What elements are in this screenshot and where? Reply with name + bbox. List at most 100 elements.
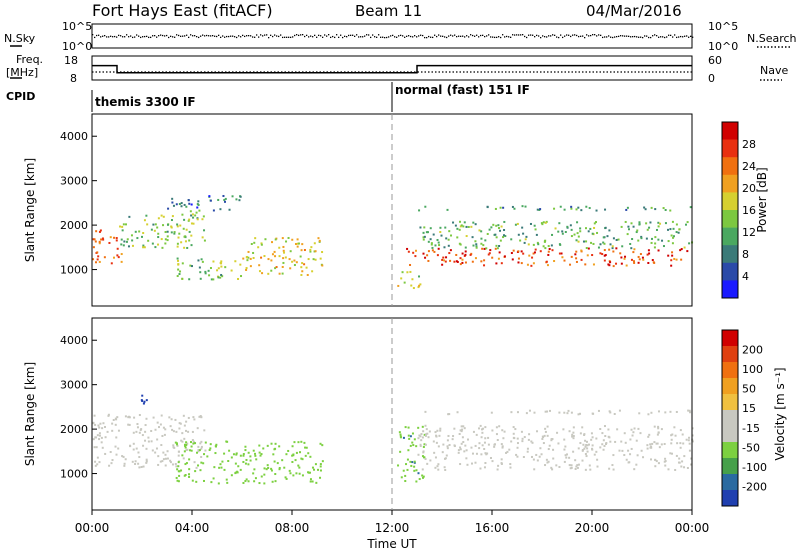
power-cell <box>640 235 643 238</box>
power-cell <box>179 224 182 227</box>
noise-point <box>266 34 268 36</box>
velocity-cell <box>407 449 410 452</box>
velocity-cell <box>642 456 645 459</box>
power-cell <box>474 240 477 243</box>
power-cell <box>500 225 503 228</box>
velocity-cell <box>242 454 245 457</box>
power-cell <box>651 259 654 262</box>
velocity-cell <box>101 427 104 430</box>
velocity-cell <box>415 469 418 472</box>
noise-point <box>252 36 254 38</box>
power-cell <box>520 262 523 265</box>
velocity-cell <box>409 460 412 463</box>
velocity-cell <box>177 461 180 464</box>
freq-panel-frame <box>91 55 693 81</box>
power-cell <box>532 252 535 255</box>
colorbar-tick-label: 16 <box>742 204 756 217</box>
noise-point <box>152 35 154 37</box>
velocity-cell <box>627 449 630 452</box>
velocity-cell <box>424 434 427 437</box>
velocity-cell <box>670 434 673 437</box>
power-cell <box>314 258 317 261</box>
velocity-cell <box>164 457 167 460</box>
noise-point <box>270 34 272 36</box>
velocity-cell <box>398 431 401 434</box>
noise-left-tick-top: 10^5 <box>62 20 92 33</box>
power-cell <box>637 239 640 242</box>
noise-point <box>464 36 466 38</box>
power-cell <box>599 243 602 246</box>
velocity-cell <box>601 443 604 446</box>
power-cell <box>216 269 219 272</box>
power-cell <box>176 242 179 245</box>
power-cell <box>632 260 635 263</box>
velocity-cell <box>664 457 667 460</box>
power-cell <box>575 250 578 253</box>
power-cell <box>257 246 260 249</box>
velocity-cell <box>419 435 422 438</box>
velocity-cell <box>475 433 478 436</box>
power-cell <box>253 241 256 244</box>
noise-point <box>450 34 452 36</box>
noise-point <box>678 36 680 38</box>
velocity-cell <box>690 457 693 460</box>
power-cell <box>521 226 524 229</box>
power-cell <box>606 235 609 238</box>
noise-point <box>662 36 664 38</box>
velocity-cell <box>293 441 296 444</box>
power-heatmap <box>92 194 694 290</box>
noise-point <box>404 36 406 38</box>
power-cell <box>240 275 243 278</box>
power-cell <box>220 260 223 263</box>
power-cell <box>657 238 660 241</box>
power-cell <box>184 240 187 243</box>
noise-point <box>526 36 528 39</box>
noise-point <box>646 35 648 37</box>
velocity-cell <box>169 461 172 464</box>
velocity-cell <box>438 434 441 437</box>
power-cell <box>160 214 163 217</box>
power-cell <box>563 259 566 262</box>
power-cell <box>464 246 467 249</box>
velocity-cell <box>424 443 427 446</box>
power-cell <box>115 237 118 240</box>
velocity-cell <box>491 429 494 432</box>
noise-point <box>328 34 330 36</box>
power-cell <box>536 241 539 244</box>
power-cell <box>686 221 689 224</box>
colorbar-tick-label: 15 <box>742 402 756 415</box>
noise-point <box>334 36 336 39</box>
power-cell <box>654 236 657 239</box>
colorbar-tick-label: -15 <box>742 422 760 435</box>
velocity-cell <box>221 460 224 463</box>
noise-point <box>332 35 334 38</box>
noise-point <box>102 35 104 37</box>
noise-point <box>208 35 210 37</box>
velocity-cell <box>574 459 577 462</box>
velocity-cell <box>539 447 542 450</box>
noise-point <box>672 36 674 38</box>
noise-point <box>572 34 574 36</box>
x-tick-label: 08:00 <box>275 521 310 535</box>
noise-point <box>562 36 564 39</box>
velocity-cell <box>566 453 569 456</box>
noise-point <box>226 35 228 38</box>
noise-point <box>258 36 260 38</box>
power-cell <box>604 226 607 229</box>
velocity-cell <box>252 472 255 475</box>
velocity-cell <box>591 436 594 439</box>
power-cell <box>246 259 249 262</box>
power-cell <box>303 249 306 252</box>
power-cell <box>146 223 149 226</box>
velocity-cell <box>309 480 312 483</box>
power-cell <box>673 257 676 260</box>
power-cell <box>670 234 673 237</box>
power-cell <box>630 247 633 250</box>
power-cell <box>401 271 404 274</box>
velocity-cell <box>404 480 407 483</box>
power-cell <box>434 244 437 247</box>
power-cell <box>183 203 186 206</box>
velocity-cell <box>533 411 536 414</box>
power-cell <box>249 265 252 268</box>
power-cell <box>310 246 313 249</box>
